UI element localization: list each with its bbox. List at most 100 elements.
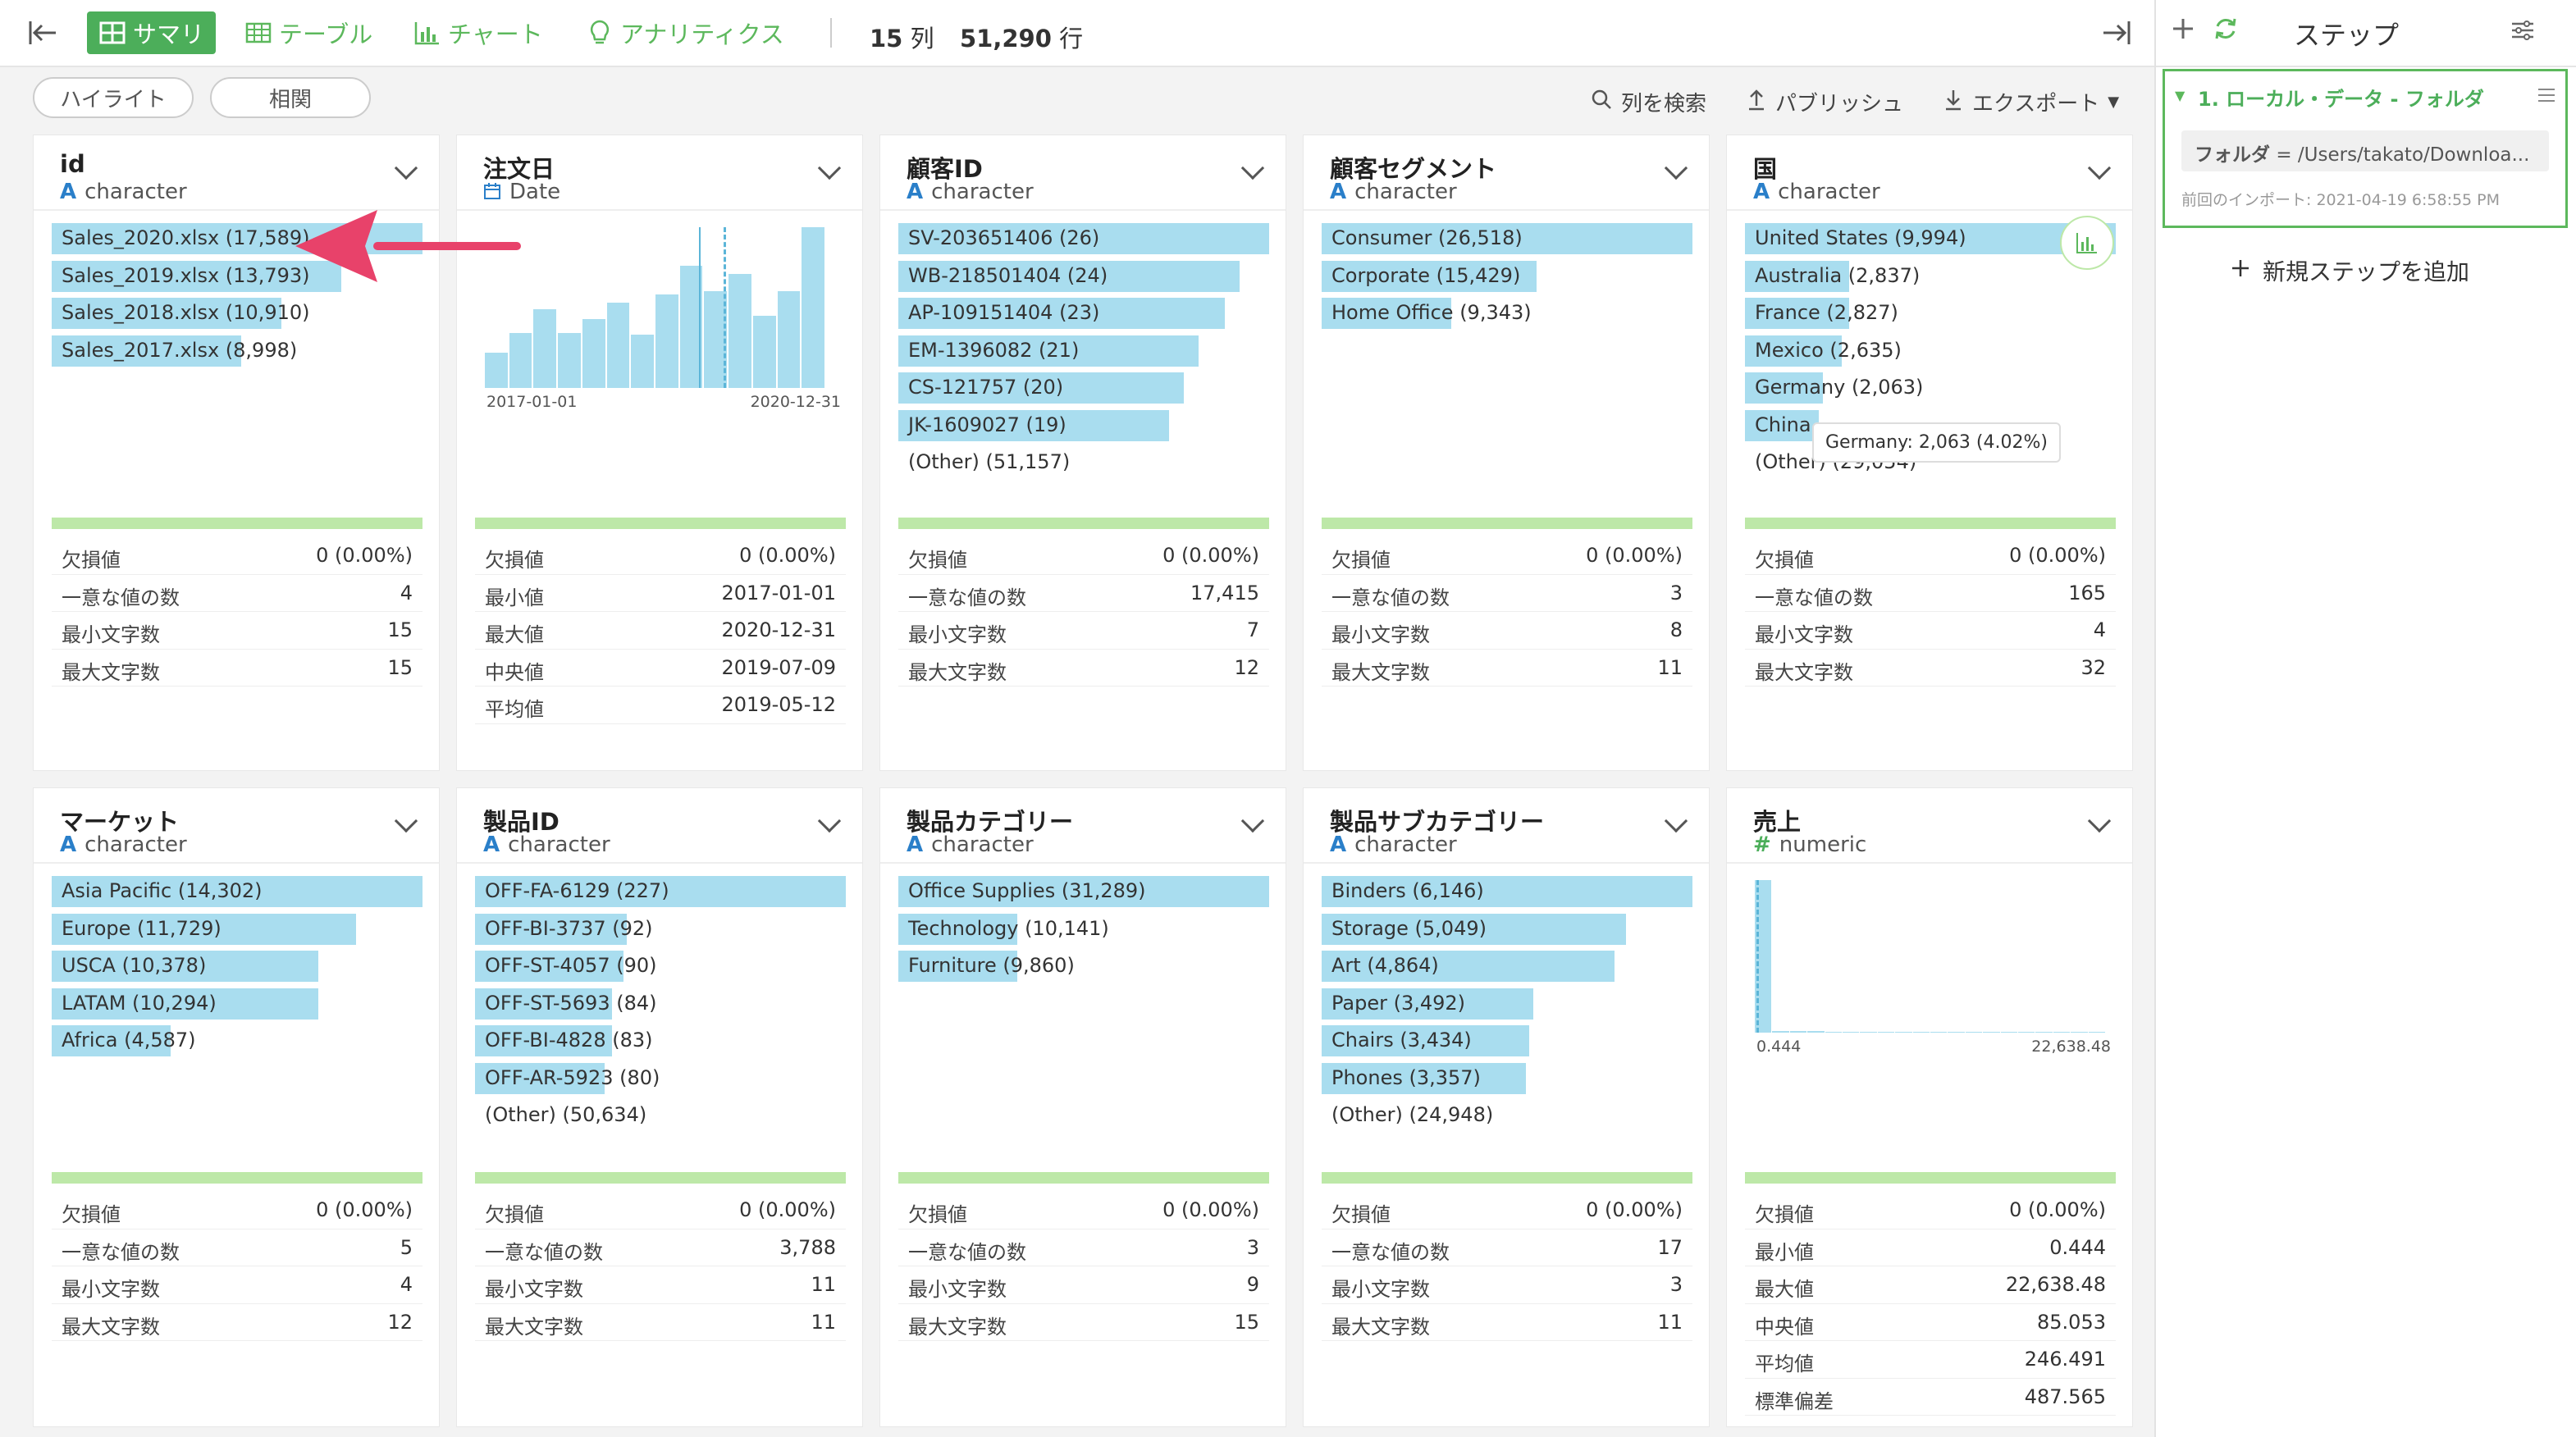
chevron-down-icon[interactable] [817,809,842,833]
publish-button[interactable]: パブリッシュ [1746,87,1903,117]
histogram-bar[interactable] [1965,1031,1983,1033]
value-bar[interactable]: France (2,827) [1745,295,2116,333]
histogram-bar[interactable] [2000,1031,2017,1033]
histogram-bar[interactable] [2088,1031,2105,1033]
value-bar[interactable]: CS-121757 (20) [898,370,1269,408]
collapse-right-icon[interactable] [2100,11,2133,54]
value-bar[interactable]: Paper (3,492) [1322,986,1692,1024]
collapse-left-icon[interactable] [26,11,59,54]
column-header[interactable]: 注文日 Date [457,135,862,211]
value-bar[interactable]: EM-1396082 (21) [898,333,1269,371]
histogram-bar[interactable] [752,315,776,388]
add-icon[interactable] [2169,15,2197,46]
highlight-button[interactable]: ハイライト [33,77,194,118]
histogram-bar[interactable] [1983,1031,2000,1033]
histogram-bar[interactable] [655,294,678,388]
value-bar[interactable]: JK-1609027 (19) [898,408,1269,445]
column-header[interactable]: 売上 # numeric [1727,788,2132,864]
value-bar[interactable]: Sales_2017.xlsx (8,998) [52,333,422,371]
histogram-bar[interactable] [558,333,581,388]
chart-toggle-icon[interactable] [2060,216,2114,270]
value-bar[interactable]: Chairs (3,434) [1322,1023,1692,1061]
value-bar[interactable]: Phones (3,357) [1322,1061,1692,1098]
value-bar[interactable]: AP-109151404 (23) [898,295,1269,333]
tab-summary[interactable]: サマリ [87,11,217,54]
tab-analytics[interactable]: アナリティクス [586,11,784,54]
histogram-bar[interactable] [1895,1031,1912,1033]
value-bar[interactable]: Sales_2019.xlsx (13,793) [52,258,422,296]
histogram-bar[interactable] [1930,1031,1948,1033]
value-bar[interactable]: Home Office (9,343) [1322,295,1692,333]
histogram-bar[interactable] [1755,880,1772,1033]
histogram-bar[interactable] [1877,1031,1895,1033]
value-bar[interactable]: Office Supplies (31,289) [898,874,1269,911]
value-bar[interactable]: OFF-BI-4828 (83) [475,1023,846,1061]
search-columns-button[interactable]: 列を検索 [1590,87,1706,117]
histogram-bar[interactable] [2053,1031,2071,1033]
value-bar[interactable]: Storage (5,049) [1322,911,1692,949]
histogram-bar[interactable] [704,291,728,388]
chevron-down-icon[interactable] [1240,809,1265,833]
value-bar[interactable]: Germany (2,063) [1745,370,2116,408]
value-bar[interactable]: Binders (6,146) [1322,874,1692,911]
value-bar[interactable]: Art (4,864) [1322,948,1692,986]
correlation-button[interactable]: 相関 [210,77,371,118]
value-bar[interactable]: Africa (4,587) [52,1023,422,1061]
value-bar[interactable]: China [1745,408,2116,445]
refresh-icon[interactable] [2212,15,2240,46]
chevron-down-icon[interactable] [1664,809,1688,833]
step-card-1[interactable]: ▼ 1. ローカル・データ - フォルダ フォルダ = /Users/takat… [2163,69,2568,228]
value-bar[interactable]: SV-203651406 (26) [898,221,1269,258]
histogram-bar[interactable] [485,352,508,388]
chevron-down-icon[interactable] [817,156,842,180]
histogram-bar[interactable] [1772,1030,1789,1033]
histogram-bar[interactable] [2071,1031,2088,1033]
histogram-bar[interactable] [533,308,557,388]
value-bar[interactable]: OFF-ST-5693 (84) [475,986,846,1024]
value-bar[interactable]: Technology (10,141) [898,911,1269,949]
histogram-bar[interactable] [509,333,532,388]
histogram-bar[interactable] [2035,1031,2053,1033]
settings-sliders-icon[interactable] [2509,16,2537,48]
value-bar[interactable]: Australia (2,837) [1745,258,2116,296]
value-bar[interactable]: WB-218501404 (24) [898,258,1269,296]
chevron-down-icon[interactable] [2087,809,2112,833]
value-bar[interactable]: Sales_2018.xlsx (10,910) [52,295,422,333]
chevron-down-icon[interactable] [1664,156,1688,180]
value-bar[interactable]: LATAM (10,294) [52,986,422,1024]
histogram-bar[interactable] [1843,1031,1860,1033]
histogram-bar[interactable] [802,227,824,388]
menu-icon[interactable] [2536,84,2557,109]
chevron-down-icon[interactable] [1240,156,1265,180]
step-parameter[interactable]: フォルダ = /Users/takato/Downloa... [2181,130,2549,171]
value-bar[interactable]: Europe (11,729) [52,911,422,949]
add-step-button[interactable]: 新規ステップを追加 [2230,254,2469,287]
export-button[interactable]: エクスポート ▼ [1943,87,2119,117]
histogram-bar[interactable] [582,318,605,388]
chevron-down-icon[interactable] [2087,156,2112,180]
chevron-down-icon[interactable] [394,809,418,833]
chevron-down-icon[interactable] [394,156,418,180]
tab-table[interactable]: テーブル [244,11,372,54]
tab-chart[interactable]: チャート [413,11,543,54]
value-bar[interactable]: United States (9,994) [1745,221,2116,258]
histogram-bar[interactable] [777,291,801,388]
value-bar[interactable]: USCA (10,378) [52,948,422,986]
value-bar[interactable]: Mexico (2,635) [1745,333,2116,371]
histogram-bar[interactable] [631,335,654,388]
histogram-bar[interactable] [1860,1031,1877,1033]
value-bar[interactable]: OFF-BI-3737 (92) [475,911,846,949]
histogram-bar[interactable] [606,303,630,388]
histogram-bar[interactable] [1807,1030,1825,1033]
histogram-bar[interactable] [2018,1031,2035,1033]
histogram-bar[interactable] [1789,1030,1807,1033]
value-bar[interactable]: Consumer (26,518) [1322,221,1692,258]
